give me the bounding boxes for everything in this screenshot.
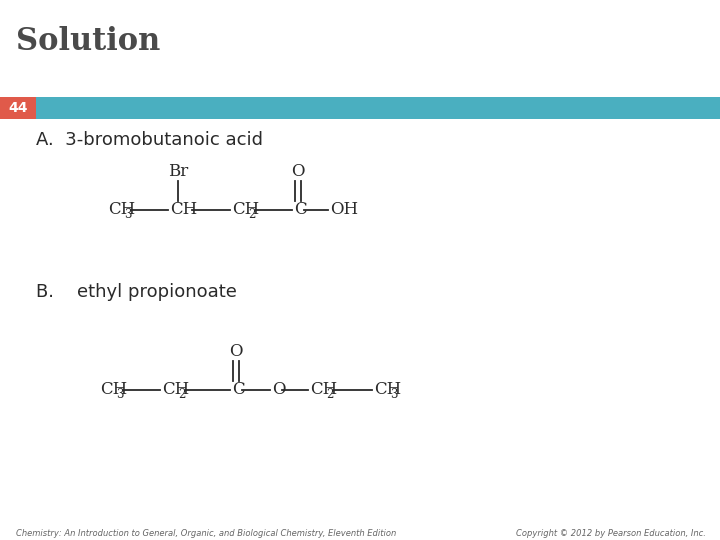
- Text: Copyright © 2012 by Pearson Education, Inc.: Copyright © 2012 by Pearson Education, I…: [516, 529, 706, 537]
- Bar: [0, 97, 720, 119]
- Text: CH: CH: [100, 381, 127, 399]
- Text: Br: Br: [168, 164, 188, 180]
- Text: O: O: [272, 381, 286, 399]
- Text: B.    ethyl propionoate: B. ethyl propionoate: [36, 283, 237, 301]
- Text: 2: 2: [326, 388, 333, 402]
- Text: C: C: [294, 201, 307, 219]
- Text: CH: CH: [310, 381, 337, 399]
- Text: 2: 2: [178, 388, 185, 402]
- Text: C: C: [232, 381, 245, 399]
- Text: CH: CH: [232, 201, 259, 219]
- Text: CH: CH: [374, 381, 401, 399]
- Bar: [0, 97, 36, 119]
- Text: 44: 44: [8, 101, 28, 115]
- Text: Solution: Solution: [16, 26, 161, 57]
- Text: Chemistry: An Introduction to General, Organic, and Biological Chemistry, Eleven: Chemistry: An Introduction to General, O…: [16, 529, 396, 537]
- Text: 3: 3: [116, 388, 124, 402]
- Text: O: O: [229, 343, 243, 361]
- Text: CH: CH: [170, 201, 197, 219]
- Text: CH: CH: [108, 201, 135, 219]
- Text: A.  3-bromobutanoic acid: A. 3-bromobutanoic acid: [36, 131, 263, 149]
- Text: 2: 2: [248, 208, 256, 221]
- Text: 3: 3: [124, 208, 132, 221]
- Text: CH: CH: [162, 381, 189, 399]
- Text: O: O: [292, 164, 305, 180]
- Text: 3: 3: [390, 388, 397, 402]
- Text: OH: OH: [330, 201, 358, 219]
